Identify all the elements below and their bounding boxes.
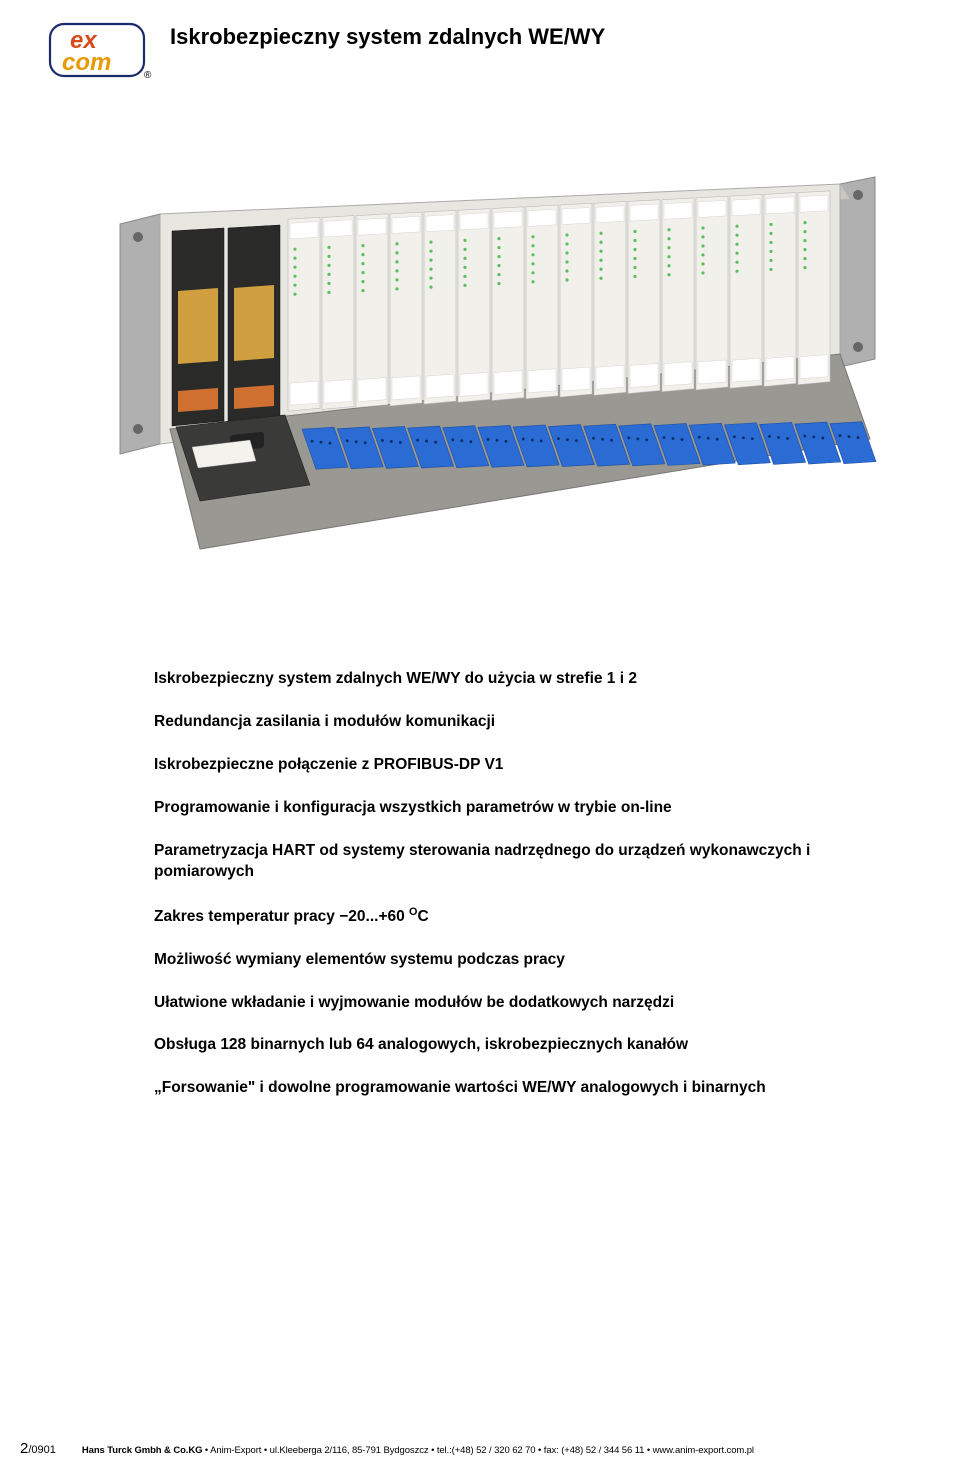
feature-item: Parametryzacja HART od systemy sterowani… <box>154 841 872 883</box>
company-info: Hans Turck Gmbh & Co.KG • Anim-Export • … <box>82 1445 754 1456</box>
feature-item: Zakres temperatur pracy −20...+60 OC <box>154 905 872 928</box>
document-header: excom® Iskrobezpieczny system zdalnych W… <box>48 22 912 89</box>
svg-text:®: ® <box>144 70 152 81</box>
brand-logo: excom® <box>48 22 152 89</box>
product-illustration <box>48 129 912 609</box>
feature-item: „Forsowanie" i dowolne programowanie war… <box>154 1078 872 1099</box>
feature-item: Redundancja zasilania i modułów komunika… <box>154 712 872 733</box>
feature-item: Ułatwione wkładanie i wyjmowanie modułów… <box>154 993 872 1014</box>
page-number: 2/0901 <box>20 1440 56 1457</box>
feature-list: Iskrobezpieczny system zdalnych WE/WY do… <box>48 669 912 1099</box>
feature-item: Programowanie i konfiguracja wszystkich … <box>154 798 872 819</box>
svg-text:com: com <box>62 49 111 76</box>
feature-item: Możliwość wymiany elementów systemu podc… <box>154 950 872 971</box>
document-title: Iskrobezpieczny system zdalnych WE/WY <box>170 22 605 50</box>
feature-item: Iskrobezpieczny system zdalnych WE/WY do… <box>154 669 872 690</box>
feature-item: Obsługa 128 binarnych lub 64 analogowych… <box>154 1035 872 1056</box>
feature-item: Iskrobezpieczne połączenie z PROFIBUS-DP… <box>154 755 872 776</box>
page-footer: 2/0901 Hans Turck Gmbh & Co.KG • Anim-Ex… <box>0 1440 960 1457</box>
